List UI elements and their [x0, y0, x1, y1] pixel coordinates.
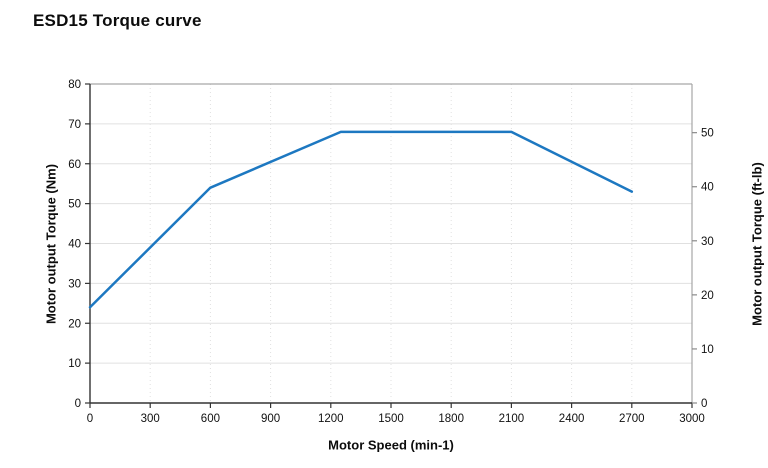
chart-title: ESD15 Torque curve — [33, 11, 202, 30]
y-right-tick-label: 0 — [701, 398, 707, 410]
x-tick-label: 2100 — [499, 413, 525, 425]
x-tick-label: 3000 — [679, 413, 705, 425]
y-left-tick-label: 50 — [68, 199, 81, 211]
x-tick-label: 1800 — [438, 413, 464, 425]
y-left-tick-label: 0 — [75, 398, 81, 410]
y-right-tick-label: 30 — [701, 236, 714, 248]
y-left-tick-label: 80 — [68, 79, 81, 91]
x-tick-label: 1200 — [318, 413, 344, 425]
y-right-tick-label: 40 — [701, 182, 714, 194]
y-left-tick-label: 70 — [68, 119, 81, 131]
x-tick-label: 0 — [87, 413, 93, 425]
x-tick-label: 900 — [261, 413, 280, 425]
x-tick-label: 600 — [201, 413, 220, 425]
y-axis-label-right: Motor output Torque (ft-lb) — [749, 162, 765, 326]
x-tick-label: 2400 — [559, 413, 585, 425]
y-axis-label-left: Motor output Torque (Nm) — [43, 163, 59, 325]
y-left-tick-label: 10 — [68, 358, 81, 370]
x-tick-label: 300 — [141, 413, 160, 425]
x-tick-label: 2700 — [619, 413, 645, 425]
x-tick-label: 1500 — [378, 413, 404, 425]
y-right-tick-label: 10 — [701, 344, 714, 356]
torque-curve-line — [88, 130, 634, 309]
y-right-tick-label: 20 — [701, 290, 714, 302]
y-left-tick-label: 30 — [68, 278, 81, 290]
y-right-tick-label: 50 — [701, 128, 714, 140]
y-left-tick-label: 40 — [68, 239, 81, 251]
y-left-tick-label: 60 — [68, 159, 81, 171]
y-left-tick-label: 20 — [68, 318, 81, 330]
x-axis-label: Motor Speed (min-1) — [328, 437, 454, 453]
